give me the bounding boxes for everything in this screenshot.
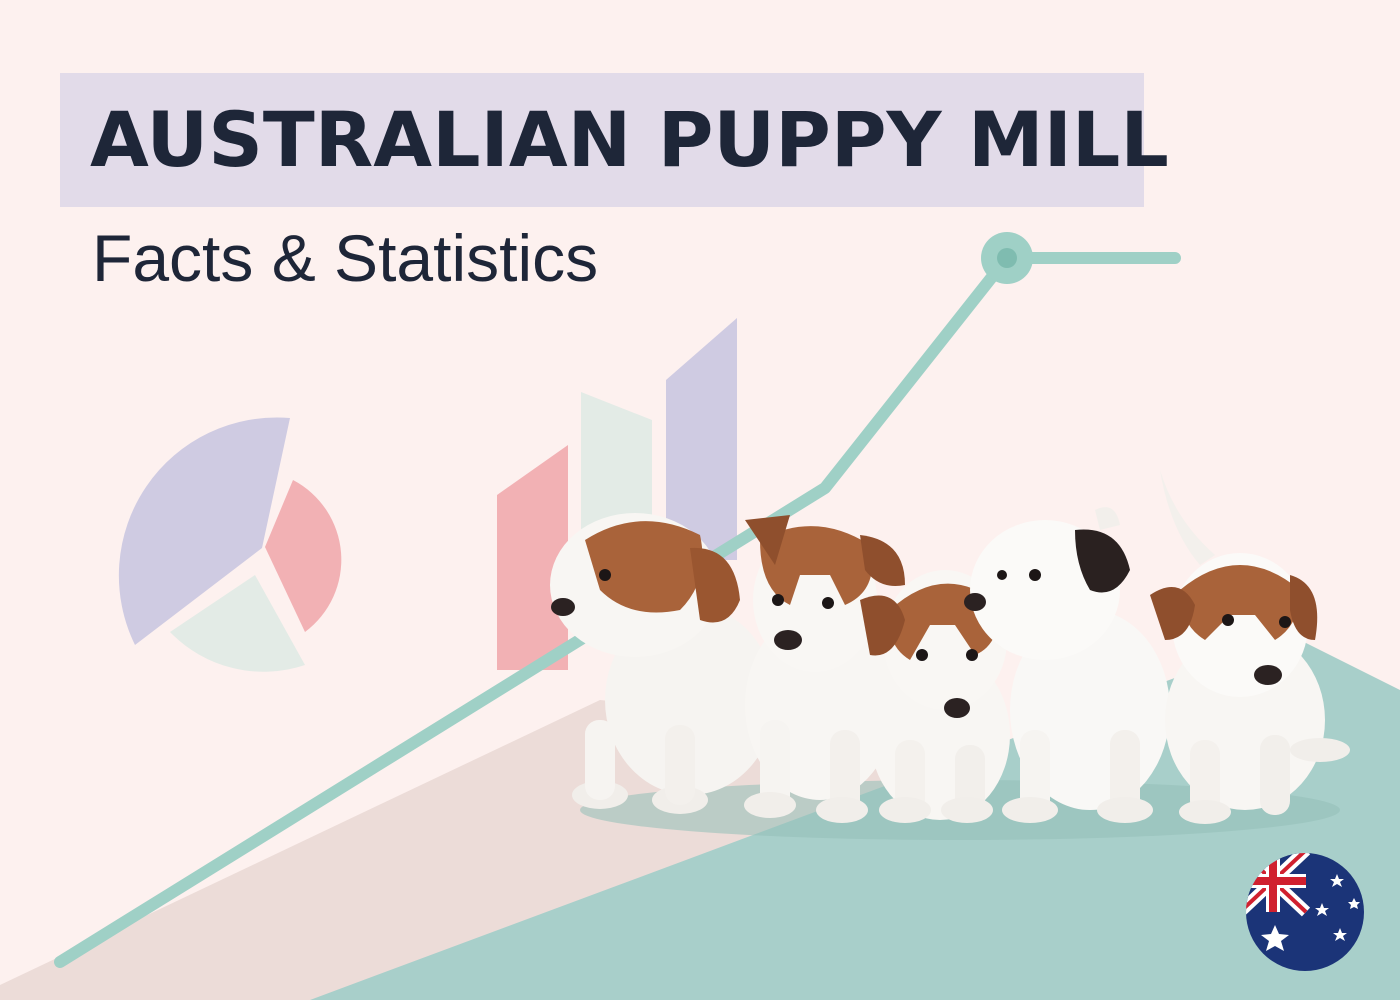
puppy-2	[744, 515, 905, 823]
puppies-illustration	[550, 470, 1350, 840]
puppy-5	[1150, 470, 1350, 824]
page-subtitle: Facts & Statistics	[92, 221, 599, 295]
page-title: AUSTRALIAN PUPPY MILL	[90, 95, 1169, 184]
trend-line-icon	[54, 232, 1181, 968]
puppy-1	[550, 513, 775, 814]
puppy-4	[964, 507, 1170, 823]
australia-flag-icon	[1246, 853, 1364, 971]
pie-chart-icon	[118, 417, 342, 672]
title-band: AUSTRALIAN PUPPY MILL	[60, 73, 1169, 207]
